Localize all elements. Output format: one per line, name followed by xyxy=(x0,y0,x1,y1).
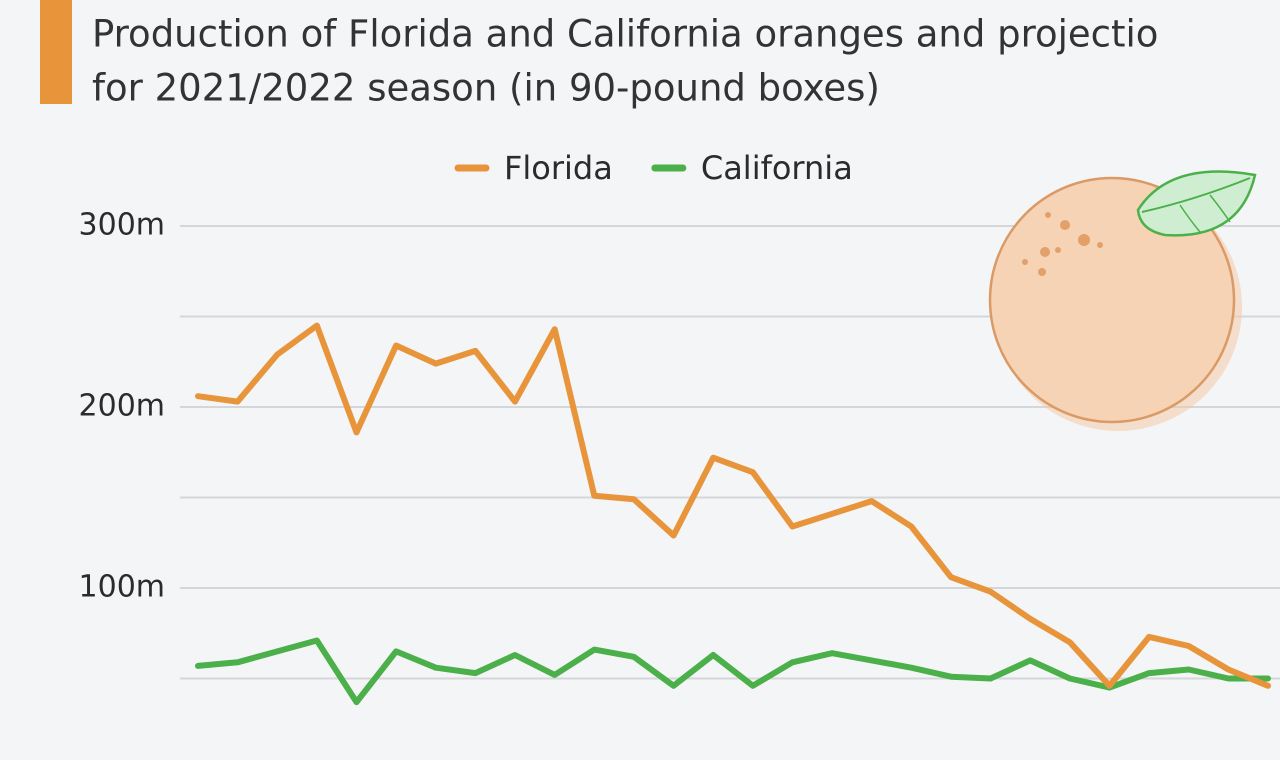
grid: 100m 200m 300m xyxy=(79,208,1280,680)
y-tick-label: 200m xyxy=(79,389,165,424)
title-accent xyxy=(40,0,72,104)
chart-subtitle: for 2021/2022 season (in 90-pound boxes) xyxy=(92,67,880,110)
y-tick-label: 300m xyxy=(79,208,165,243)
legend-label: California xyxy=(701,149,853,187)
y-tick-label: 100m xyxy=(79,570,165,605)
orange-illustration xyxy=(988,170,1257,431)
series-line xyxy=(195,637,1271,706)
plot-area xyxy=(195,322,1271,706)
legend: Florida California xyxy=(454,149,853,187)
chart-title: Production of Florida and California ora… xyxy=(92,13,1158,56)
legend-label: Florida xyxy=(504,149,613,187)
series-line xyxy=(195,322,1271,689)
